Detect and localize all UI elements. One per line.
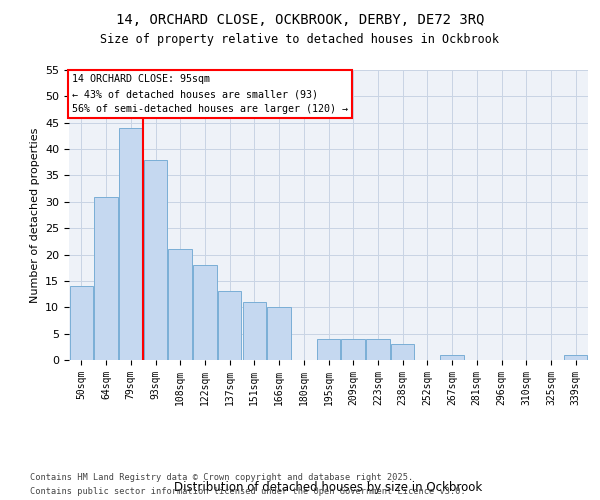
Bar [119, 128, 143, 360]
Text: 14, ORCHARD CLOSE, OCKBROOK, DERBY, DE72 3RQ: 14, ORCHARD CLOSE, OCKBROOK, DERBY, DE72… [116, 12, 484, 26]
Bar [391, 344, 415, 360]
Bar [268, 308, 291, 360]
Text: Contains HM Land Registry data © Crown copyright and database right 2025.: Contains HM Land Registry data © Crown c… [30, 472, 413, 482]
Bar [317, 339, 340, 360]
Bar [366, 339, 389, 360]
Bar [341, 339, 365, 360]
Bar [242, 302, 266, 360]
Bar [70, 286, 93, 360]
Text: 14 ORCHARD CLOSE: 95sqm
← 43% of detached houses are smaller (93)
56% of semi-de: 14 ORCHARD CLOSE: 95sqm ← 43% of detache… [71, 74, 347, 114]
Bar [193, 265, 217, 360]
Bar [440, 354, 464, 360]
Bar [218, 292, 241, 360]
Bar [169, 250, 192, 360]
Y-axis label: Number of detached properties: Number of detached properties [29, 128, 40, 302]
X-axis label: Distribution of detached houses by size in Ockbrook: Distribution of detached houses by size … [175, 482, 482, 494]
Text: Size of property relative to detached houses in Ockbrook: Size of property relative to detached ho… [101, 32, 499, 46]
Bar [564, 354, 587, 360]
Text: Contains public sector information licensed under the Open Government Licence v3: Contains public sector information licen… [30, 488, 466, 496]
Bar [144, 160, 167, 360]
Bar [94, 196, 118, 360]
